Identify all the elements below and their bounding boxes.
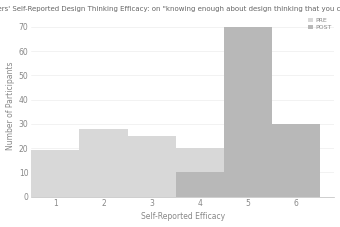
Bar [224,27,272,197]
Title: Non-Designers' Self-Reported Design Thinking Efficacy: on "knowing enough about : Non-Designers' Self-Reported Design Thin… [0,5,340,12]
Bar [272,124,320,197]
Bar [128,136,176,197]
Legend: PRE, POST: PRE, POST [308,18,331,30]
Bar [176,172,224,197]
Bar [176,148,224,197]
Bar [31,151,79,197]
Y-axis label: Number of Participants: Number of Participants [5,61,15,150]
Bar [79,129,128,197]
X-axis label: Self-Reported Efficacy: Self-Reported Efficacy [141,212,225,222]
